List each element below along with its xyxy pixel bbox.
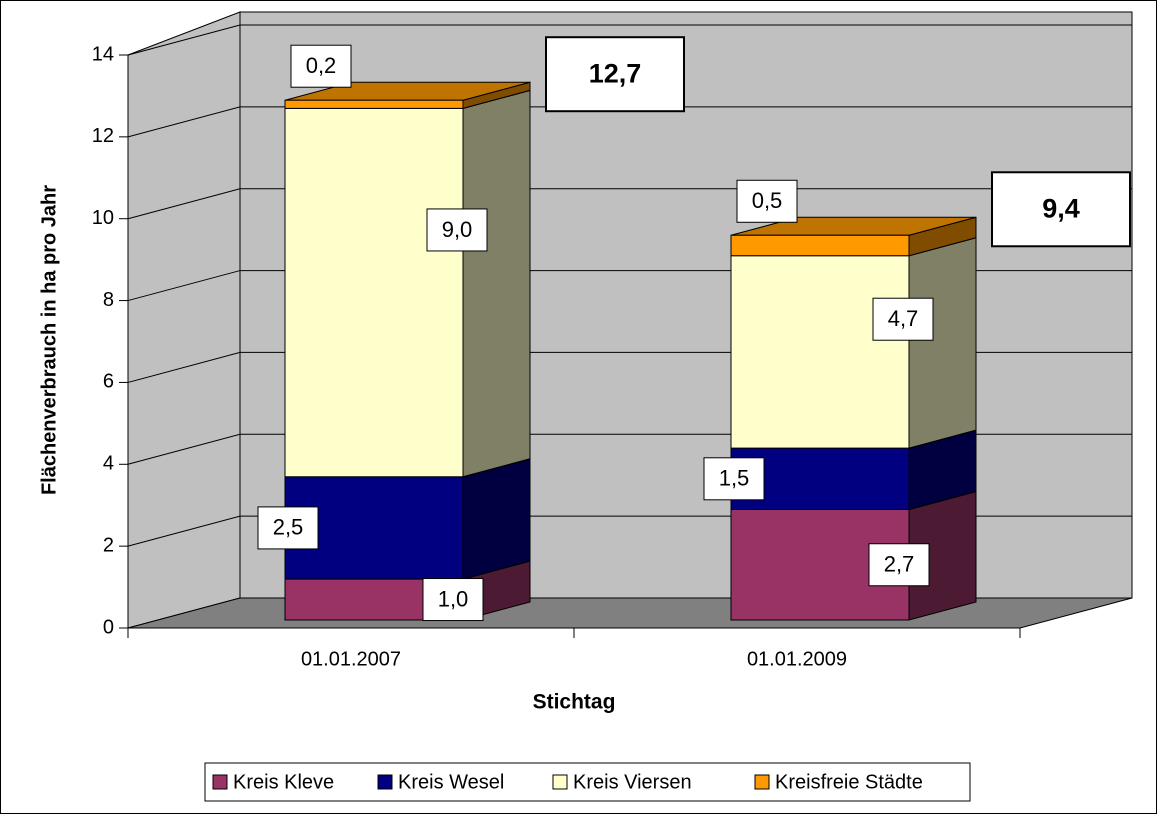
data-label: 2,7 <box>884 552 915 577</box>
data-label-box <box>422 578 484 622</box>
y-tick-label: 10 <box>92 207 114 229</box>
legend-label: Kreis Wesel <box>398 771 504 793</box>
bar-side <box>462 89 531 478</box>
bar-side <box>908 237 977 449</box>
legend-label: Kreis Kleve <box>233 771 334 793</box>
data-label: 1,5 <box>719 466 750 491</box>
y-tick-label: 6 <box>103 371 114 393</box>
total-label: 9,4 <box>1042 193 1080 223</box>
total-label-box <box>545 36 685 113</box>
bar <box>284 107 464 478</box>
y-tick-label: 8 <box>103 289 114 311</box>
data-label: 1,0 <box>438 586 469 611</box>
y-tick-label: 12 <box>92 125 114 147</box>
legend-label: Kreis Viersen <box>573 771 692 793</box>
y-tick-label: 4 <box>103 453 114 475</box>
grid-line <box>127 106 1132 138</box>
y-tick-label: 14 <box>92 43 114 65</box>
data-label-box <box>703 457 765 501</box>
data-label-box <box>868 543 930 587</box>
grid-line <box>127 24 1132 56</box>
data-label: 0,2 <box>306 53 337 78</box>
bar <box>730 234 910 257</box>
bar-side <box>462 458 531 580</box>
total-label-box <box>991 171 1131 248</box>
bar <box>284 99 464 109</box>
data-label: 2,5 <box>273 515 304 540</box>
back-wall <box>127 11 241 629</box>
y-axis-title: Flächenverbrauch in ha pro Jahr <box>38 185 60 495</box>
y-tick-label: 2 <box>103 534 114 556</box>
data-label-box <box>290 44 352 88</box>
data-label-box <box>426 208 488 252</box>
data-label: 4,7 <box>888 306 919 331</box>
data-label-box <box>736 179 798 223</box>
x-tick-label: 01.01.2009 <box>747 648 847 670</box>
legend-swatch <box>754 774 770 790</box>
x-axis-title: Stichtag <box>533 691 616 714</box>
grid-line <box>127 188 1132 220</box>
x-tick-label: 01.01.2007 <box>301 648 401 670</box>
legend-label: Kreisfreie Städte <box>775 771 923 793</box>
bar <box>730 255 910 449</box>
data-label: 0,5 <box>752 188 783 213</box>
floor <box>127 597 1133 629</box>
legend-swatch <box>377 774 393 790</box>
data-label-box <box>257 506 319 550</box>
legend-swatch <box>212 774 228 790</box>
total-label: 12,7 <box>589 58 642 88</box>
data-label-box <box>872 297 934 341</box>
legend-box <box>204 762 971 802</box>
y-tick-label: 0 <box>103 616 114 638</box>
data-label: 9,0 <box>442 217 473 242</box>
legend-swatch <box>552 774 568 790</box>
